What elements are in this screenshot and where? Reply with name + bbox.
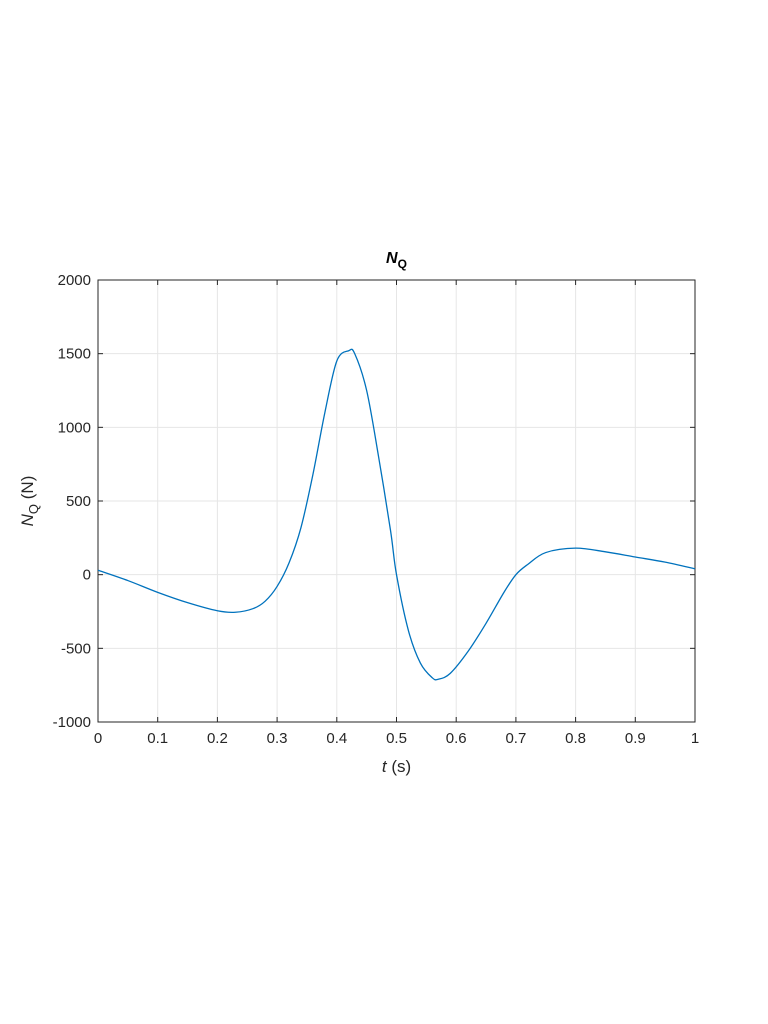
x-tick-label: 0.8: [565, 730, 586, 747]
grid: [97, 279, 696, 723]
y-axis-label-unit: (N): [18, 476, 37, 504]
x-tick-label: 0.7: [505, 730, 526, 747]
x-axis-label-unit: (s): [387, 757, 412, 776]
x-tick-label: 0: [94, 730, 102, 747]
y-axis-label: NQ (N): [18, 476, 41, 527]
x-tick-label: 0.5: [386, 730, 407, 747]
x-tick-label: 0.2: [207, 730, 228, 747]
y-tick-label: 1000: [58, 419, 91, 436]
y-tick-labels: -1000 -500 0 500 1000 1500 2000: [53, 272, 91, 731]
y-axis-label-subscript: Q: [26, 504, 41, 514]
title-subscript: Q: [398, 257, 407, 271]
title-main: N: [386, 250, 398, 267]
series-line: [97, 348, 696, 681]
y-tick-label: -500: [61, 640, 91, 657]
y-tick-label: 2000: [58, 272, 91, 289]
tick-marks: [97, 279, 696, 723]
chart-title: NQ: [386, 250, 407, 271]
y-tick-label: 1500: [58, 346, 91, 363]
x-tick-label: 0.9: [625, 730, 646, 747]
y-tick-label: 0: [83, 567, 91, 584]
y-tick-label: -1000: [53, 714, 91, 731]
x-axis-label-var: t: [382, 757, 388, 776]
x-tick-label: 0.6: [446, 730, 467, 747]
x-axis-label: t (s): [382, 757, 411, 776]
x-tick-labels: 0 0.1 0.2 0.3 0.4 0.5 0.6 0.7 0.8 0.9 1: [94, 730, 699, 747]
y-tick-label: 500: [66, 493, 91, 510]
x-tick-label: 1: [691, 730, 699, 747]
y-axis-label-var: N: [18, 513, 37, 526]
x-tick-label: 0.3: [267, 730, 288, 747]
x-tick-label: 0.1: [147, 730, 168, 747]
x-tick-label: 0.4: [326, 730, 347, 747]
